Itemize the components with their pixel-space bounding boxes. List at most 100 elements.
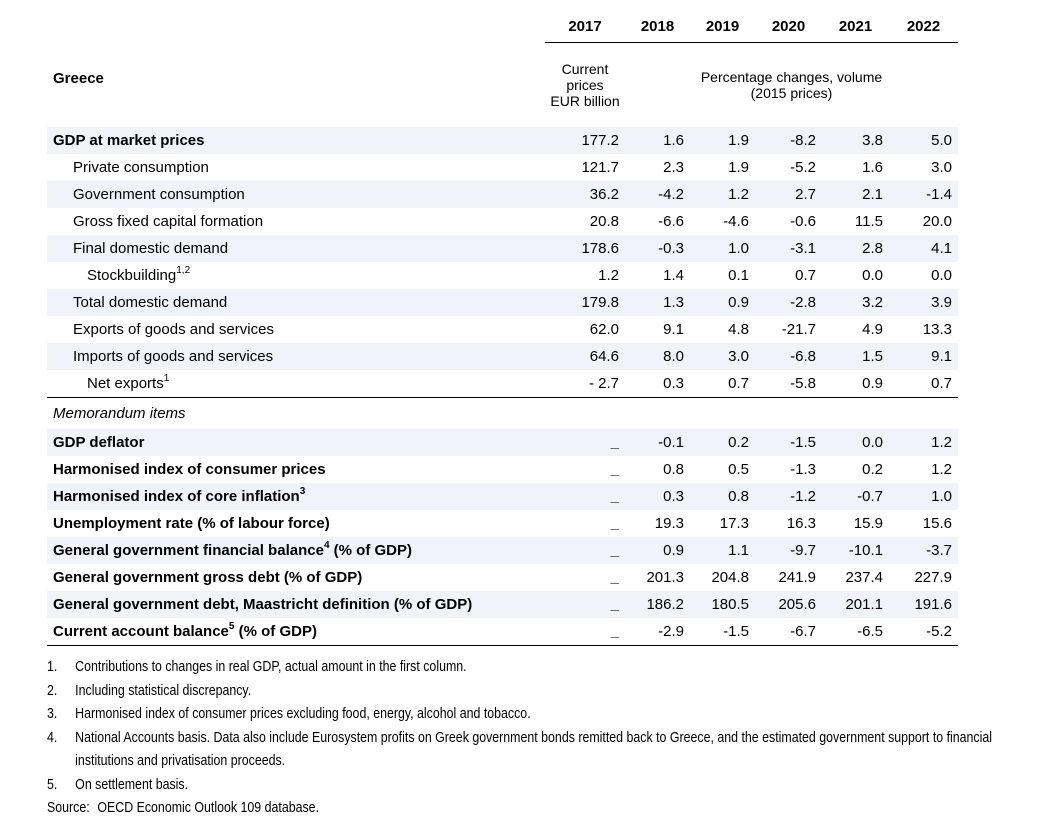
value-cell: 186.2 [625, 590, 690, 618]
value-cell: 1.0 [690, 234, 755, 262]
years-header-row: 2017 2018 2019 2020 2021 2022 [47, 16, 958, 43]
value-cell: 16.3 [786, 514, 816, 532]
footnote: 2. Including statistical discrepancy. [47, 680, 1025, 704]
value-cell: -5.2 [889, 617, 958, 646]
value-cell: -5.2 [790, 158, 816, 176]
footnote: 5. On settlement basis. [47, 774, 1025, 798]
value-cell: 62.0 [589, 320, 619, 338]
value-cell: 0.8 [663, 460, 684, 478]
value-cell: 15.9 [853, 514, 883, 532]
table-row: General government debt, Maastricht defi… [47, 590, 958, 618]
value-cell: 1.6 [862, 158, 883, 176]
memorandum-items-header-row: Memorandum items [47, 397, 958, 429]
value-cell: 1.2 [690, 180, 755, 208]
value-cell: 2.7 [755, 180, 822, 208]
value-cell: 3.0 [690, 342, 755, 370]
table-row: Harmonised index of core inflation3 _ 0.3 0… [47, 482, 958, 510]
value-cell: -3.7 [889, 536, 958, 564]
row-label: Harmonised index of core inflation3 [47, 482, 545, 510]
years-header-spacer [47, 16, 545, 43]
value-cell: -2.9 [625, 617, 690, 646]
value-cell: 20.0 [922, 212, 952, 230]
table-row: Private consumption 121.7 2.3 1.9 -5.2 1.6 3.0 [47, 154, 958, 181]
row-label: GDP deflator [47, 428, 545, 456]
table-row: Exports of goods and services 62.0 9.1 4.8 -… [47, 316, 958, 343]
value-cell: 3.0 [931, 158, 952, 176]
footnote-number: 1. [47, 659, 58, 675]
value-cell: 2.8 [822, 234, 889, 262]
memorandum-items-label: Memorandum items [53, 404, 186, 422]
value-cell: 177.2 [545, 126, 625, 154]
subheader-row: Greece Current prices EUR billion Percenta… [47, 43, 958, 127]
value-cell: 4.9 [862, 320, 883, 338]
no-data-dash: _ [545, 536, 625, 564]
no-data-dash: _ [545, 482, 625, 510]
value-cell: -4.2 [625, 180, 690, 208]
value-cell: -6.5 [822, 617, 889, 646]
value-cell: 0.0 [822, 428, 889, 456]
value-cell: 0.1 [728, 266, 749, 284]
value-cell: 201.1 [822, 590, 889, 618]
value-cell: 1.0 [889, 482, 958, 510]
value-cell: 0.7 [795, 266, 816, 284]
table-row: General government gross debt (% of GDP)… [47, 564, 958, 591]
value-cell: -8.2 [755, 126, 822, 154]
value-cell: 4.8 [728, 320, 749, 338]
footnotes-section: 1. Contributions to changes in real GDP, … [47, 656, 1025, 820]
value-cell: 9.1 [663, 320, 684, 338]
value-cell: -9.7 [755, 536, 822, 564]
table-row: Current account balance5 (% of GDP) _ -2.9… [47, 617, 958, 646]
row-label: Stockbuilding1,2 [87, 264, 191, 284]
table-row: Harmonised index of consumer prices _ 0.8 0… [47, 456, 958, 483]
table-row: Stockbuilding1,2 1.2 1.4 0.1 0.7 0.0 0.0 [47, 262, 958, 289]
value-cell: 3.9 [889, 288, 958, 316]
row-label: Government consumption [47, 180, 545, 208]
footnote-number: 5. [47, 776, 58, 793]
first-col-unit-header: Current prices EUR billion [550, 60, 620, 109]
no-data-dash: _ [610, 514, 619, 532]
value-cell: 1.2 [931, 460, 952, 478]
value-cell: -1.4 [889, 180, 958, 208]
row-label: Net exports1 [47, 369, 545, 398]
value-cell: -0.3 [625, 234, 690, 262]
value-cell: 178.6 [545, 234, 625, 262]
value-cell: 0.3 [625, 369, 690, 398]
value-cell: 9.1 [889, 342, 958, 370]
value-cell: 0.3 [625, 482, 690, 510]
value-cell: 1.5 [822, 342, 889, 370]
value-cell: -5.8 [755, 369, 822, 398]
value-cell: 11.5 [854, 212, 883, 230]
value-cell: 8.0 [625, 342, 690, 370]
value-cell: 19.3 [654, 514, 684, 532]
footnote-marker: 4 [323, 539, 330, 551]
row-label: Total domestic demand [47, 288, 545, 316]
table-row: Imports of goods and services 64.6 8.0 3.0-… [47, 342, 958, 370]
value-cell: 0.0 [862, 266, 883, 284]
value-cell: 0.9 [625, 536, 690, 564]
value-cell: 1.9 [690, 126, 755, 154]
year-column-header: 2019 [690, 16, 755, 43]
value-cell: -1.3 [790, 460, 816, 478]
table-row: Net exports1- 2.7 0.3 0.7 -5.8 0.9 0.7 [47, 369, 958, 398]
footnote: 3. Harmonised index of consumer prices ex… [47, 703, 1025, 727]
value-cell: 36.2 [545, 180, 625, 208]
footnote-number: 4. [47, 729, 58, 746]
footnote-marker: 5 [228, 620, 235, 632]
value-cell: 0.7 [889, 369, 958, 398]
value-cell: 15.6 [922, 514, 952, 532]
value-cell: 0.2 [690, 428, 755, 456]
value-cell: 1.4 [663, 266, 684, 284]
value-cell: -6.6 [658, 212, 684, 230]
table-row: Government consumption 36.2 -4.2 1.2 2.7 2.1-… [47, 180, 958, 208]
value-cell: 0.7 [690, 369, 755, 398]
value-cell: - 2.7 [545, 369, 625, 398]
table-row: GDP at market prices 177.2 1.6 1.9 -8.2 3.8 5.… [47, 126, 958, 154]
year-column-header: 2021 [822, 16, 889, 43]
footnote-marker: 1,2 [176, 264, 191, 276]
value-cell: 1.6 [625, 126, 690, 154]
row-label: Harmonised index of consumer prices [53, 460, 326, 478]
row-label: Private consumption [73, 158, 209, 176]
region-title: Greece [53, 70, 104, 87]
value-cell: 1.9 [728, 158, 749, 176]
